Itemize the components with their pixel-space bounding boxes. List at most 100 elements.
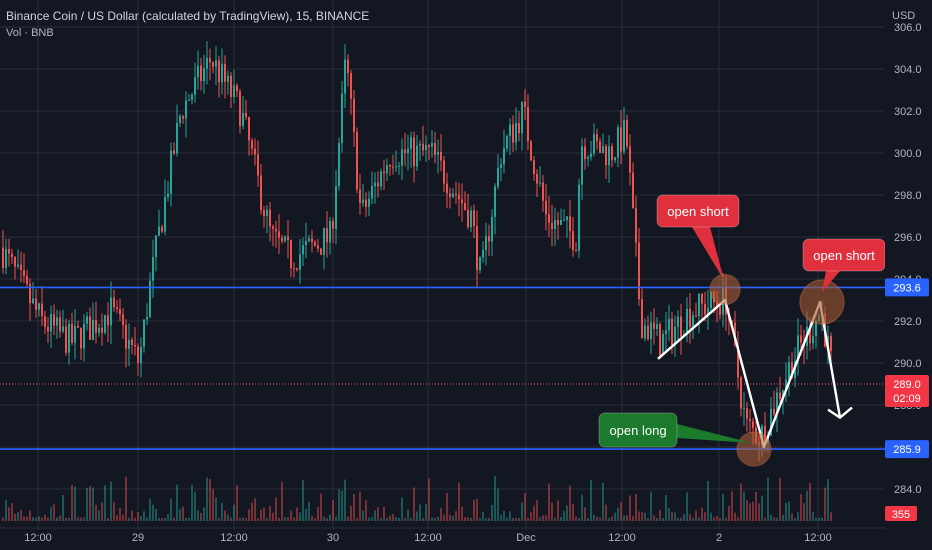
candle-body	[149, 280, 151, 317]
volume-bar	[497, 488, 499, 521]
candle-body	[233, 85, 235, 98]
candle-body	[116, 307, 118, 309]
candle-body	[44, 316, 46, 327]
volume-badge	[885, 506, 917, 521]
candle-body	[620, 127, 622, 152]
candle-body	[92, 320, 94, 340]
candle-body	[551, 222, 553, 229]
candle-body	[518, 122, 520, 134]
candle-body	[239, 91, 241, 127]
volume-bar	[242, 517, 244, 521]
volume-bar	[206, 477, 208, 521]
level-badge	[885, 440, 929, 459]
candle-body	[272, 226, 274, 229]
volume-bar	[59, 515, 61, 521]
volume-bar	[263, 507, 265, 521]
candle-body	[398, 165, 400, 167]
volume-bar	[311, 515, 313, 521]
candle-body	[119, 308, 121, 315]
volume-bar	[470, 517, 472, 521]
candle-body	[170, 150, 172, 194]
candle-body	[581, 146, 583, 185]
volume-bar	[671, 511, 673, 521]
volume-bar	[110, 481, 112, 521]
volume-bar	[200, 512, 202, 521]
candle-body	[5, 248, 7, 268]
candle-body	[359, 189, 361, 203]
candle-body	[707, 308, 709, 315]
volume-bar	[26, 516, 28, 521]
volume-bar	[491, 505, 493, 521]
volume-bar	[281, 482, 283, 521]
candle-body	[101, 327, 103, 333]
volume-bar	[395, 516, 397, 521]
candle-body	[401, 149, 403, 166]
candle-body	[785, 379, 787, 391]
candle-body	[134, 344, 136, 347]
candle-body	[362, 199, 364, 203]
candle-body	[542, 182, 544, 201]
candle-body	[128, 339, 130, 349]
volume-bar	[362, 510, 364, 521]
candle-body	[281, 237, 283, 242]
volume-bar	[650, 491, 652, 521]
candle-body	[356, 131, 358, 190]
volume-bar	[557, 500, 559, 521]
volume-bar	[146, 517, 148, 521]
volume-bar	[539, 517, 541, 521]
candle-body	[59, 317, 61, 332]
volume-bar	[347, 516, 349, 521]
volume-bar	[143, 511, 145, 521]
volume-bar	[587, 517, 589, 521]
candle-body	[131, 339, 133, 345]
volume-bar	[296, 507, 298, 521]
volume-bar	[485, 517, 487, 521]
candle-body	[83, 323, 85, 349]
volume-bar	[776, 517, 778, 521]
candle-body	[416, 145, 418, 167]
candle-body	[473, 210, 475, 227]
volume-bar	[542, 515, 544, 521]
candle-body	[584, 146, 586, 159]
volume-bar	[170, 498, 172, 521]
candle-body	[287, 236, 289, 241]
volume-bar	[728, 505, 730, 521]
volume-label: Vol · BNB	[6, 27, 54, 39]
volume-bar	[194, 491, 196, 521]
annotation-callout: open long	[598, 412, 752, 448]
candle-body	[800, 335, 802, 343]
volume-bar	[515, 517, 517, 521]
candle-body	[179, 116, 181, 124]
candle-body	[503, 148, 505, 165]
callout-box	[656, 194, 740, 228]
volume-bar	[506, 517, 508, 521]
candle-body	[686, 308, 688, 335]
level-badge-label: 293.6	[893, 282, 921, 294]
volume-badge-label: 355	[892, 509, 910, 521]
volume-bar	[350, 506, 352, 521]
volume-bar	[614, 512, 616, 521]
candle-body	[464, 203, 466, 210]
volume-bar	[293, 517, 295, 521]
candle-body	[593, 134, 595, 154]
volume-bar	[758, 503, 760, 521]
candle-body	[365, 199, 367, 207]
volume-bar	[107, 517, 109, 521]
candle-body	[323, 228, 325, 255]
candle-body	[380, 171, 382, 187]
candle-body	[704, 303, 706, 315]
candle-body	[629, 146, 631, 173]
volume-bar	[14, 513, 16, 521]
volume-bar	[386, 517, 388, 521]
candle-body	[242, 112, 244, 127]
entry-circle-short-2	[799, 279, 845, 325]
candle-body	[689, 308, 691, 328]
price-tick-label: 292.0	[894, 316, 922, 328]
price-axis: USD306.0304.0302.0300.0298.0296.0294.029…	[885, 0, 932, 550]
candle-body	[434, 142, 436, 155]
volume-bar	[611, 516, 613, 521]
volume-bar	[593, 514, 595, 521]
volume-bar	[686, 492, 688, 521]
volume-bar	[608, 517, 610, 521]
